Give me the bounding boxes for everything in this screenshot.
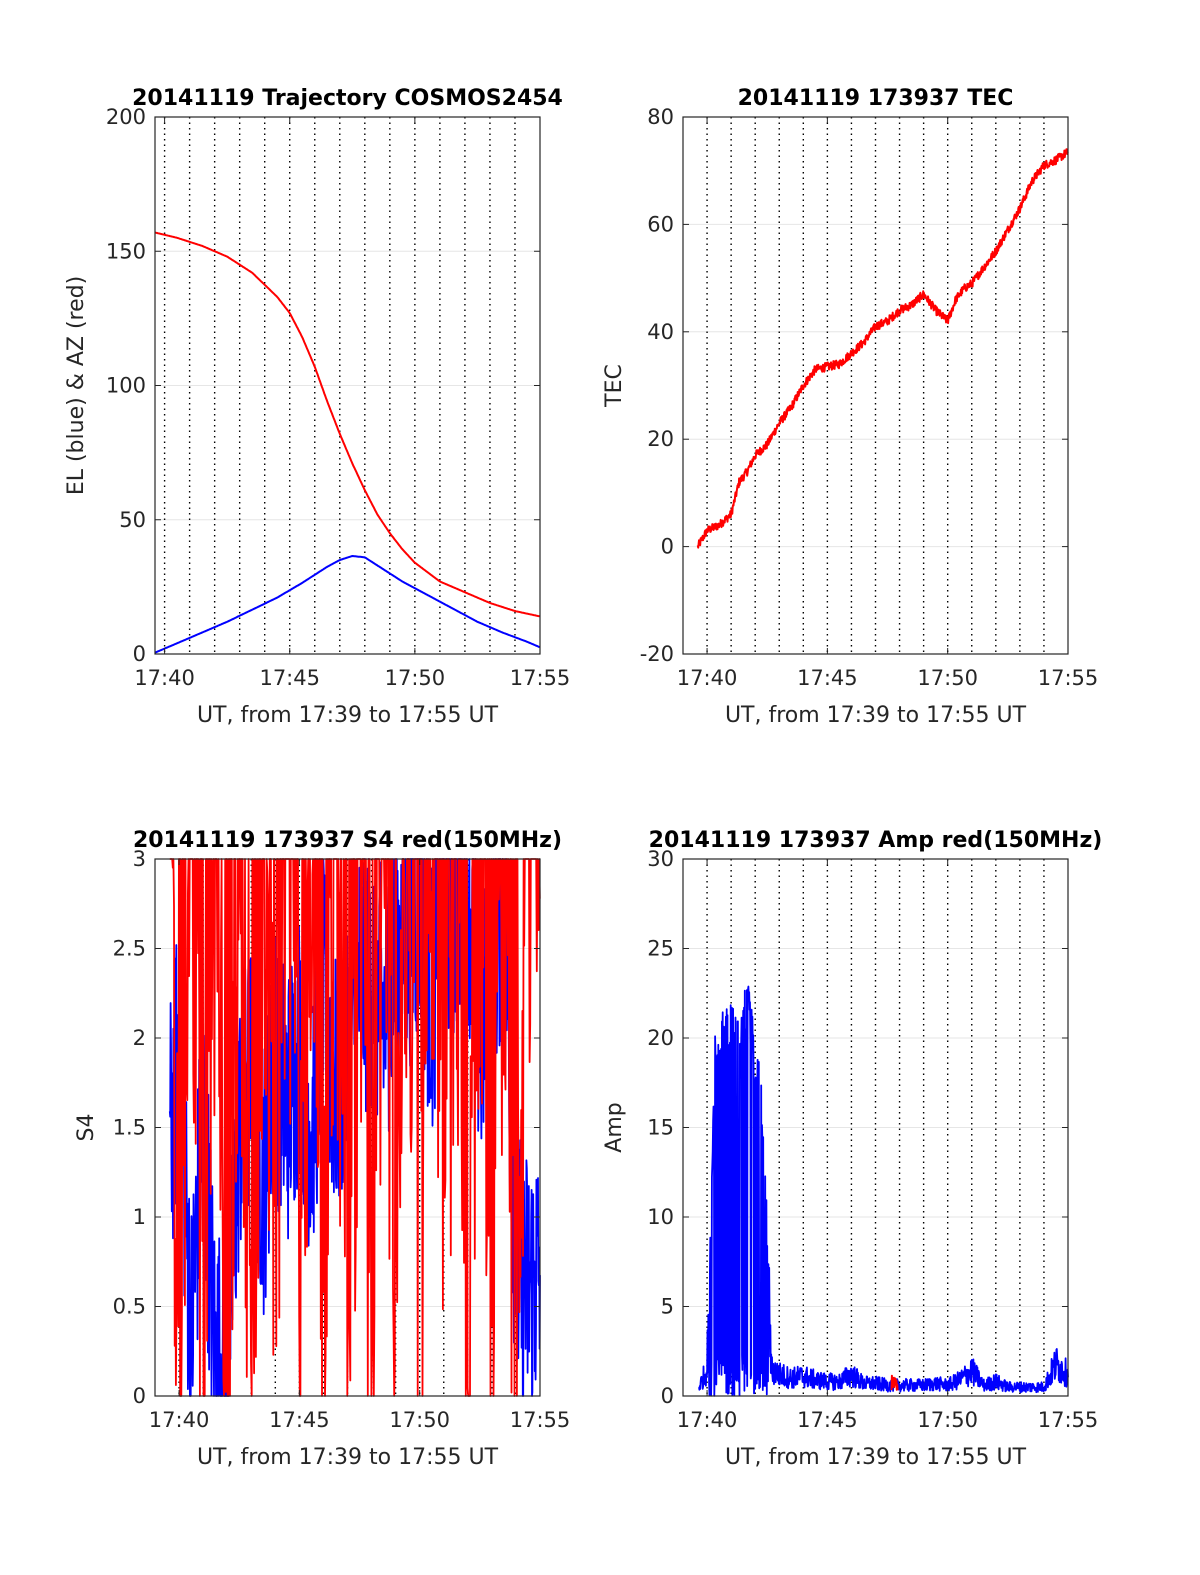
x-tick-label: 17:45 [797, 666, 858, 690]
y-tick-label: 30 [647, 847, 674, 871]
y-tick-label: 2 [133, 1026, 146, 1050]
y-tick-label: 80 [647, 105, 674, 129]
x-tick-label: 17:50 [389, 1408, 450, 1432]
x-tick-label: 17:40 [677, 1408, 738, 1432]
x-axis-label: UT, from 17:39 to 17:55 UT [725, 1445, 1027, 1470]
chart-panel-tec: -20 0 20 40 60 80 17:40 17:45 17:50 17:55 20141119… [602, 86, 1098, 728]
series-line-tec [696, 148, 1069, 549]
y-tick-label: 60 [647, 212, 674, 236]
x-tick-label: 17:50 [917, 666, 978, 690]
y-tick-label: 2.5 [113, 937, 146, 961]
y-tick-label: 20 [647, 427, 674, 451]
x-tick-label: 17:45 [259, 666, 320, 690]
y-tick-label: 50 [119, 508, 146, 532]
series-line-amp_blue [698, 985, 1069, 1397]
x-axis-label: UT, from 17:39 to 17:55 UT [725, 703, 1027, 728]
y-tick-label: 5 [661, 1295, 674, 1319]
y-tick-label: 15 [647, 1116, 674, 1140]
y-tick-label: 100 [106, 374, 146, 398]
y-tick-label: 0 [133, 1384, 146, 1408]
y-axis-label: EL (blue) & AZ (red) [64, 276, 89, 495]
chart-panel-amp: 0 5 10 15 20 25 30 17:40 17:45 17:50 17:55 20141119… [602, 828, 1102, 1470]
x-axis-label: UT, from 17:39 to 17:55 UT [197, 703, 499, 728]
x-axis-label: UT, from 17:39 to 17:55 UT [197, 1445, 499, 1470]
x-tick-label: 17:50 [917, 1408, 978, 1432]
x-tick-label: 17:45 [269, 1408, 330, 1432]
y-axis-label: TEC [602, 364, 627, 408]
y-tick-label: 20 [647, 1026, 674, 1050]
y-tick-label: 10 [647, 1205, 674, 1229]
x-tick-label: 17:40 [134, 666, 195, 690]
axes-box [682, 116, 1069, 655]
x-tick-label: 17:55 [1038, 1408, 1099, 1432]
x-tick-label: 17:40 [149, 1408, 210, 1432]
x-tick-label: 17:55 [510, 1408, 571, 1432]
y-tick-label: 1.5 [113, 1116, 146, 1140]
y-tick-label: -20 [640, 642, 674, 666]
x-tick-label: 17:40 [677, 666, 738, 690]
series-line-el [154, 555, 540, 654]
y-tick-label: 3 [133, 847, 146, 871]
chart-panel-traj: 0 50 100 150 200 17:40 17:45 17:50 17:55 20141119… [64, 86, 570, 728]
series-line-amp_red [890, 1374, 899, 1391]
chart-title: 20141119 173937 S4 red(150MHz) [133, 828, 562, 853]
y-tick-label: 150 [106, 239, 146, 263]
series-line-az [154, 231, 540, 618]
chart-title: 20141119 Trajectory COSMOS2454 [132, 86, 563, 111]
y-tick-label: 0 [661, 535, 674, 559]
y-tick-label: 25 [647, 937, 674, 961]
y-tick-label: 200 [106, 105, 146, 129]
y-tick-label: 1 [133, 1205, 146, 1229]
y-tick-label: 0 [133, 642, 146, 666]
chart-title: 20141119 173937 TEC [738, 86, 1014, 111]
y-tick-label: 0.5 [113, 1295, 146, 1319]
y-tick-label: 40 [647, 320, 674, 344]
chart-title: 20141119 173937 Amp red(150MHz) [649, 828, 1103, 853]
y-tick-label: 0 [661, 1384, 674, 1408]
x-tick-label: 17:55 [510, 666, 571, 690]
x-tick-label: 17:50 [385, 666, 446, 690]
x-tick-label: 17:55 [1038, 666, 1099, 690]
chart-panel-s4: 0 0.5 1 1.5 2 2.5 3 17:40 17:45 17:50 17:55 2014111… [74, 828, 570, 1470]
y-axis-label: S4 [74, 1114, 99, 1142]
x-tick-label: 17:45 [797, 1408, 858, 1432]
y-axis-label: Amp [602, 1102, 627, 1152]
